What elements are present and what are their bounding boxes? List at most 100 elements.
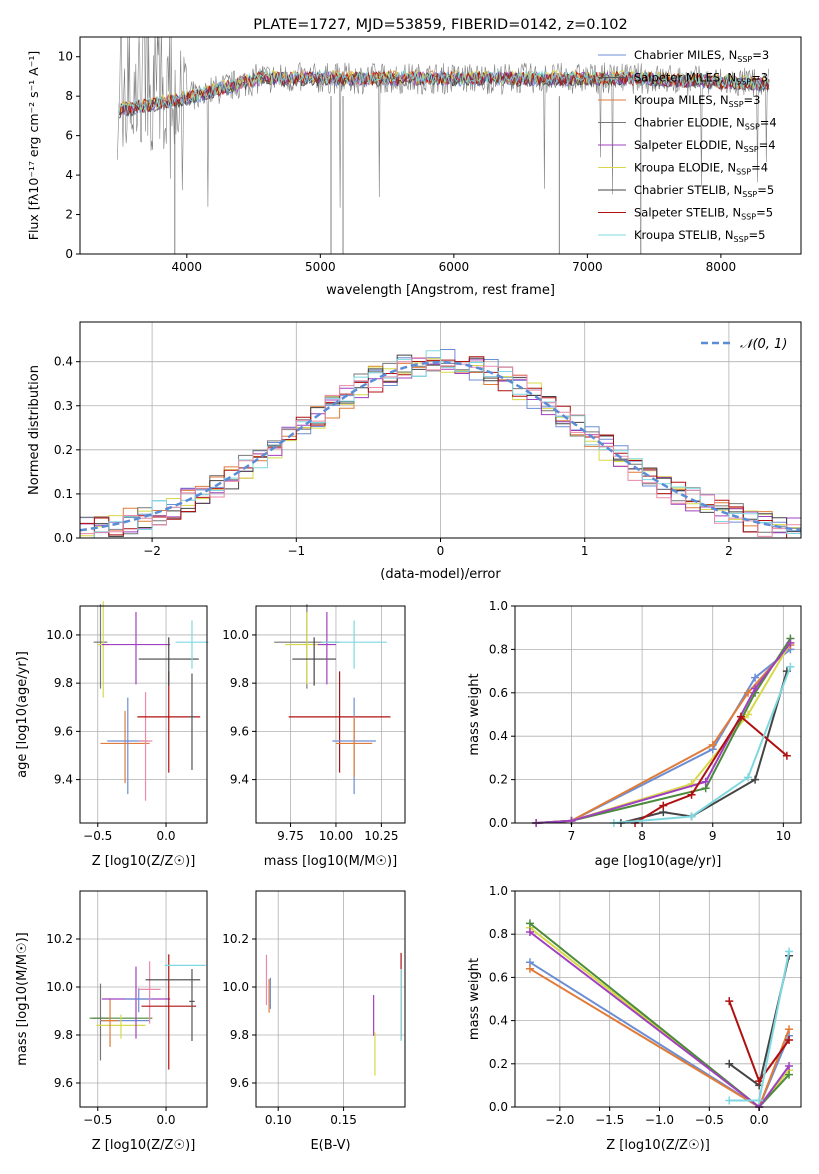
- panel-3: 9.75 10.00 10.25 9.4 9.6 9.8 10.0 mass [log10(M…: [222, 604, 405, 869]
- weight-line: [536, 645, 790, 823]
- weight-marker: [725, 997, 733, 1005]
- x-tick-label: −0.5: [83, 829, 112, 843]
- y-tick-label: 8: [65, 89, 73, 103]
- x-axis-label: Z [log10(Z/Z☉)]: [92, 854, 196, 869]
- axes-frame: [256, 606, 405, 823]
- y-axis-label: mass [log10(M/M☉)]: [15, 932, 30, 1065]
- x-axis-label: E(B-V): [310, 1138, 350, 1153]
- x-tick-label: 7000: [572, 260, 603, 274]
- x-tick-label: 5000: [305, 260, 336, 274]
- x-tick-label: 6000: [439, 260, 470, 274]
- x-tick-label: 0.0: [750, 1113, 769, 1127]
- x-tick-label: 7: [568, 829, 576, 843]
- y-tick-label: 1.0: [489, 884, 508, 898]
- weight-marker: [785, 1025, 793, 1033]
- x-tick-label: −0.5: [83, 1113, 112, 1127]
- y-tick-label: 0.4: [489, 1014, 508, 1028]
- y-tick-label: 0.2: [489, 1057, 508, 1071]
- y-tick-label: 10.0: [222, 980, 249, 994]
- y-tick-label: 0.3: [54, 399, 73, 413]
- x-axis-label: mass [log10(M/M☉)]: [264, 854, 397, 869]
- x-tick-label: 8: [638, 829, 646, 843]
- x-tick-label: −0.5: [695, 1113, 724, 1127]
- axes-frame: [80, 606, 207, 823]
- y-tick-label: 9.8: [54, 1028, 73, 1042]
- y-tick-label: 9.6: [54, 1076, 73, 1090]
- x-tick-label: 0.15: [330, 1113, 357, 1127]
- y-tick-label: 0.6: [489, 686, 508, 700]
- legend-label: Salpeter MILES, NSSP=3: [634, 71, 768, 87]
- x-tick-label: 2: [725, 544, 733, 558]
- legend-label: Kroupa STELIB, NSSP=5: [634, 228, 765, 244]
- y-tick-label: 10: [58, 50, 73, 64]
- y-axis-label: mass weight: [467, 673, 482, 755]
- x-axis-label: Z [log10(Z/Z☉)]: [92, 1138, 196, 1153]
- x-axis-label: age [log10(age/yr)]: [595, 854, 722, 869]
- y-axis-label: Flux [fλ10⁻¹⁷ erg cm⁻² s⁻¹ A⁻¹]: [26, 51, 41, 240]
- y-tick-label: 9.6: [230, 724, 249, 738]
- x-tick-label: 0.0: [156, 829, 175, 843]
- legend-label: Chabrier MILES, NSSP=3: [634, 48, 769, 64]
- axes-frame: [515, 606, 801, 823]
- x-tick-label: 10.00: [319, 829, 353, 843]
- x-tick-label: 4000: [172, 260, 203, 274]
- y-axis-label: Normed distribution: [27, 365, 42, 495]
- y-tick-label: 0.4: [489, 729, 508, 743]
- axes-frame: [515, 891, 801, 1107]
- legend-label: Chabrier STELIB, NSSP=5: [634, 183, 774, 199]
- x-axis-label: wavelength [Angstrom, rest frame]: [326, 283, 555, 298]
- weight-line: [536, 643, 790, 823]
- y-tick-label: 9.8: [230, 1028, 249, 1042]
- x-tick-label: 10: [776, 829, 791, 843]
- y-tick-label: 10.0: [46, 628, 73, 642]
- y-tick-label: 10.0: [222, 628, 249, 642]
- weight-marker: [785, 947, 793, 955]
- y-tick-label: 9.8: [54, 676, 73, 690]
- x-tick-label: 0: [437, 544, 445, 558]
- weight-line: [536, 639, 790, 824]
- y-tick-label: 9.6: [230, 1076, 249, 1090]
- y-tick-label: 2: [65, 208, 73, 222]
- y-tick-label: 0.8: [489, 642, 508, 656]
- y-tick-label: 0.0: [489, 1100, 508, 1114]
- x-axis-label: (data-model)/error: [380, 567, 501, 582]
- y-tick-label: 6: [65, 129, 73, 143]
- y-tick-label: 0.2: [489, 773, 508, 787]
- y-axis-label: age [log10(age/yr)]: [15, 651, 30, 778]
- y-tick-label: 0.6: [489, 970, 508, 984]
- y-tick-label: 10.0: [46, 980, 73, 994]
- y-tick-label: 1.0: [489, 599, 508, 613]
- legend-label: Kroupa ELODIE, NSSP=4: [634, 161, 768, 177]
- y-tick-label: 9.4: [230, 773, 249, 787]
- y-tick-label: 10.2: [222, 932, 249, 946]
- y-tick-label: 0: [65, 247, 73, 261]
- y-tick-label: 4: [65, 168, 73, 182]
- y-tick-label: 9.8: [230, 676, 249, 690]
- y-tick-label: 0.0: [54, 531, 73, 545]
- weight-marker: [725, 1097, 733, 1105]
- legend-label: Salpeter STELIB, NSSP=5: [634, 206, 773, 222]
- x-tick-label: −1: [287, 544, 305, 558]
- y-tick-label: 9.6: [54, 724, 73, 738]
- y-axis-label: mass weight: [467, 958, 482, 1040]
- y-tick-label: 0.4: [54, 355, 73, 369]
- legend-label: Salpeter ELODIE, NSSP=4: [634, 138, 776, 154]
- x-tick-label: 10.25: [364, 829, 398, 843]
- x-tick-label: 9: [709, 829, 717, 843]
- x-tick-label: 9.75: [277, 829, 304, 843]
- weight-marker: [751, 776, 759, 784]
- x-tick-label: 0.0: [156, 1113, 175, 1127]
- legend-label: Kroupa MILES, NSSP=3: [634, 93, 760, 109]
- y-tick-label: 0.2: [54, 443, 73, 457]
- weight-line: [536, 643, 790, 823]
- x-tick-label: −1.5: [595, 1113, 624, 1127]
